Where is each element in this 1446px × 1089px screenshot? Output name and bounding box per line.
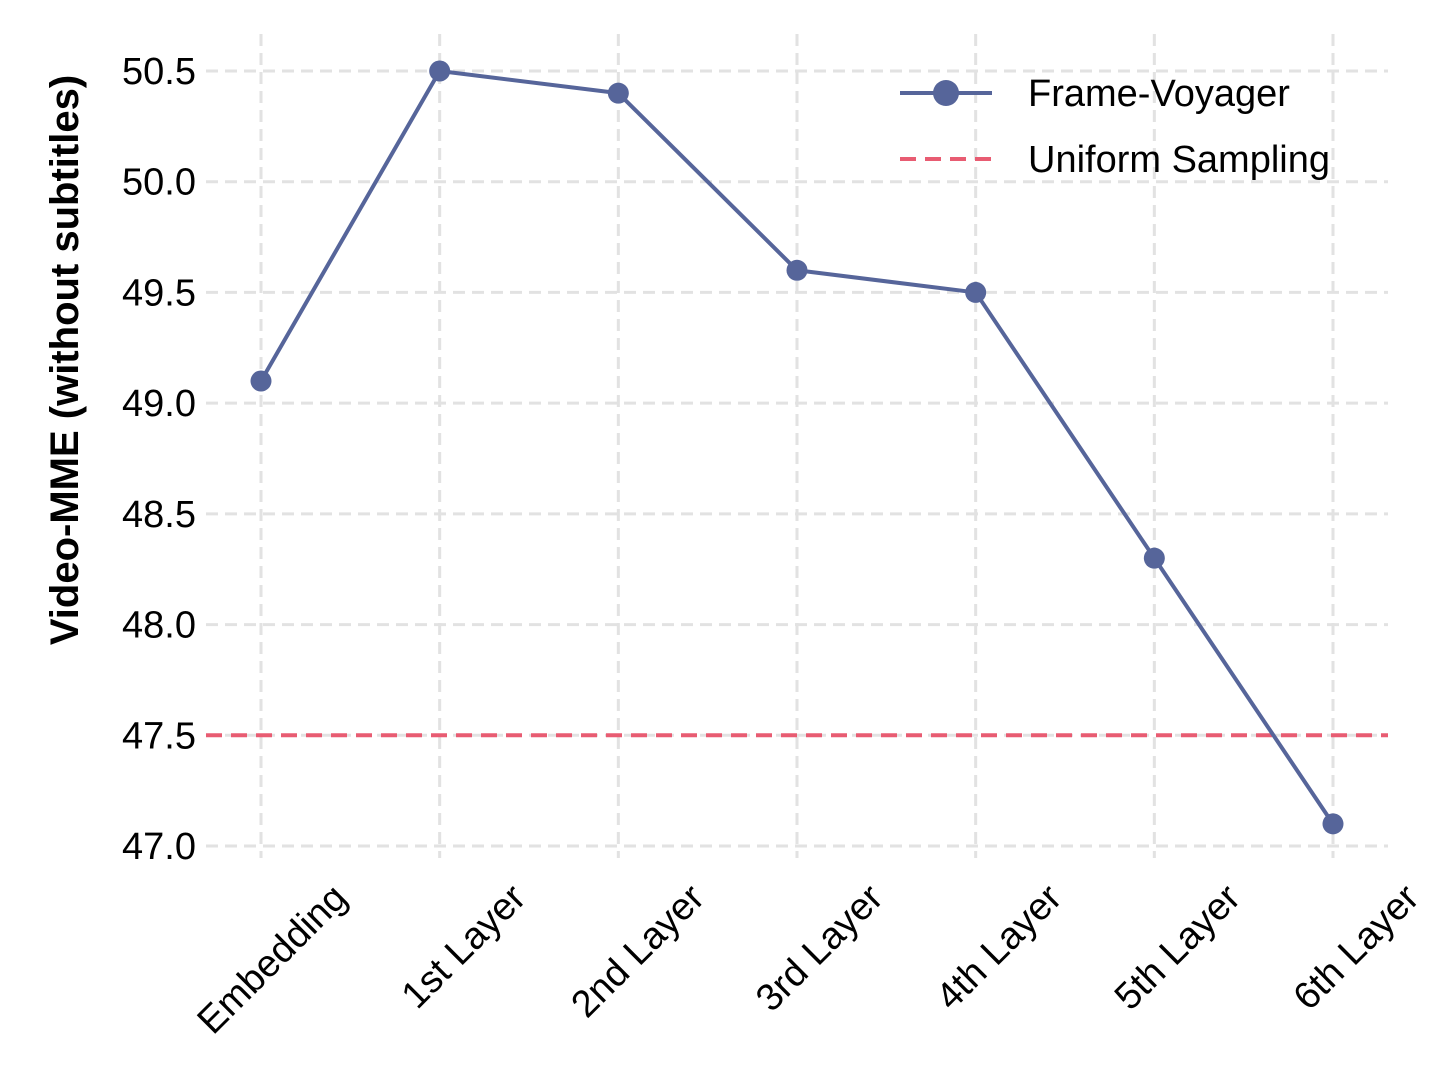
y-axis-ticks: 47.0 47.5 48.0 48.5 49.0 49.5 50.0 50.5 xyxy=(122,51,196,868)
x-tick-label: 2nd Layer xyxy=(563,876,712,1025)
data-point xyxy=(1143,547,1165,569)
legend-label: Uniform Sampling xyxy=(1028,139,1330,181)
y-tick-label: 50.5 xyxy=(122,51,196,93)
y-tick-label: 47.5 xyxy=(122,715,196,757)
y-tick-label: 48.5 xyxy=(122,494,196,536)
legend-label: Frame-Voyager xyxy=(1028,73,1290,115)
x-tick-label: 6th Layer xyxy=(1286,876,1428,1018)
x-axis-ticks: Embedding 1st Layer 2nd Layer 3rd Layer 4th … xyxy=(190,876,1428,1042)
x-tick-label: Embedding xyxy=(190,877,356,1043)
data-point xyxy=(786,259,808,281)
data-point xyxy=(1322,813,1344,835)
legend: Frame-Voyager Uniform Sampling xyxy=(900,73,1330,181)
x-tick-label: 5th Layer xyxy=(1107,876,1249,1018)
y-tick-label: 49.0 xyxy=(122,383,196,425)
data-point xyxy=(429,60,451,82)
x-tick-label: 4th Layer xyxy=(928,876,1070,1018)
data-point xyxy=(250,370,272,392)
legend-marker xyxy=(933,80,959,106)
x-tick-label: 1st Layer xyxy=(394,876,534,1016)
y-axis-title: Video-MME (without subtitles) xyxy=(43,75,87,645)
y-tick-label: 48.0 xyxy=(122,605,196,647)
x-tick-label: 3rd Layer xyxy=(748,876,891,1019)
data-point xyxy=(607,82,629,104)
data-point xyxy=(965,281,987,303)
y-tick-label: 47.0 xyxy=(122,826,196,868)
y-tick-label: 49.5 xyxy=(122,272,196,314)
y-tick-label: 50.0 xyxy=(122,162,196,204)
series xyxy=(250,60,1344,835)
